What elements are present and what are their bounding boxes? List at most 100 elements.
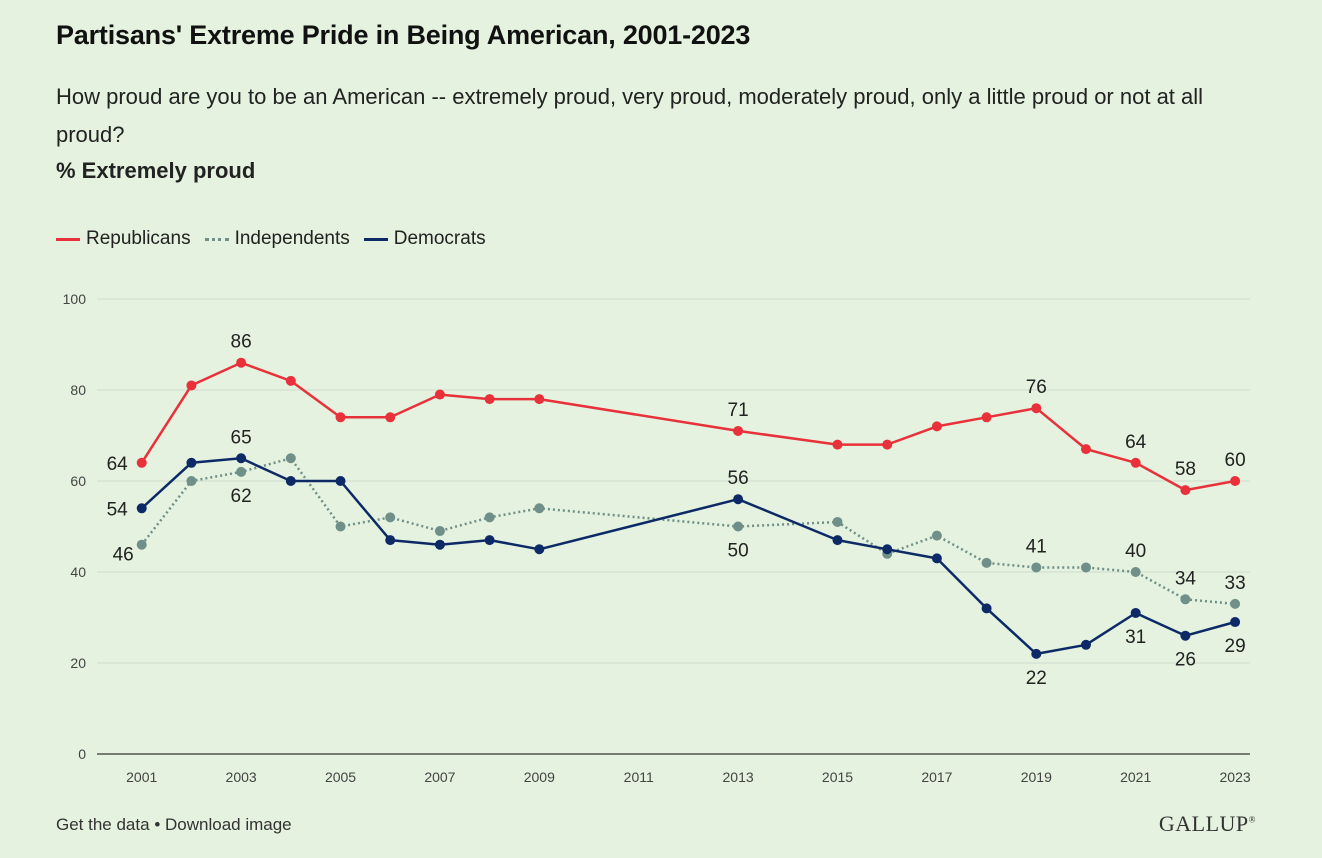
x-tick-label: 2001 xyxy=(126,769,157,785)
x-tick-label: 2011 xyxy=(624,769,654,785)
chart-measure: % Extremely proud xyxy=(56,158,256,183)
data-point-republicans xyxy=(1080,444,1091,455)
data-point-independents xyxy=(1080,562,1091,573)
data-point-republicans xyxy=(1180,485,1191,496)
series-line-democrats xyxy=(140,457,1236,656)
legend-label-independents: Independents xyxy=(234,228,350,249)
data-label-democrats: 54 xyxy=(107,499,129,520)
data-point-independents xyxy=(136,539,147,550)
data-point-republicans xyxy=(335,412,346,423)
data-label-independents: 40 xyxy=(1125,541,1146,562)
data-point-independents xyxy=(434,526,445,537)
legend-item-republicans[interactable]: Republicans xyxy=(56,228,191,250)
data-label-democrats: 56 xyxy=(728,468,749,489)
data-point-democrats xyxy=(882,544,893,555)
data-label-democrats: 26 xyxy=(1175,650,1196,671)
x-tick-label: 2019 xyxy=(1021,769,1052,785)
data-point-independents xyxy=(931,530,942,541)
data-point-democrats xyxy=(385,535,396,546)
data-point-republicans xyxy=(1031,403,1042,414)
data-point-republicans xyxy=(882,439,893,450)
data-point-democrats xyxy=(1080,639,1091,650)
legend-label-republicans: Republicans xyxy=(86,228,191,249)
footer-links: Get the data • Download image xyxy=(56,815,292,835)
chart-question: How proud are you to be an American -- e… xyxy=(56,84,1204,147)
gallup-logo: GALLUP® xyxy=(1159,811,1256,837)
registered-mark: ® xyxy=(1248,814,1256,825)
y-tick-label: 60 xyxy=(70,473,86,489)
data-point-democrats xyxy=(236,453,247,464)
legend-swatch-republicans xyxy=(56,237,80,241)
data-point-republicans xyxy=(1130,457,1141,468)
data-point-independents xyxy=(285,453,296,464)
data-point-independents xyxy=(534,503,545,514)
data-label-independents: 33 xyxy=(1225,573,1246,594)
download-image-link[interactable]: Download image xyxy=(165,815,292,834)
data-point-democrats xyxy=(534,544,545,555)
data-point-independents xyxy=(236,466,247,477)
y-tick-label: 40 xyxy=(70,564,86,580)
legend-item-independents[interactable]: Independents xyxy=(204,228,350,250)
data-label-republicans: 60 xyxy=(1225,450,1246,471)
data-point-democrats xyxy=(1031,648,1042,659)
x-tick-label: 2009 xyxy=(524,769,555,785)
data-label-independents: 34 xyxy=(1175,568,1197,589)
y-tick-label: 20 xyxy=(70,655,86,671)
data-point-independents xyxy=(1180,594,1191,605)
data-point-independents xyxy=(733,521,744,532)
legend-swatch-independents xyxy=(204,237,229,241)
data-point-democrats xyxy=(285,476,296,486)
data-point-republicans xyxy=(285,375,296,386)
data-point-independents xyxy=(1130,567,1141,577)
data-point-independents xyxy=(981,557,992,568)
data-label-republicans: 76 xyxy=(1026,377,1047,398)
data-point-democrats xyxy=(186,457,197,468)
data-point-democrats xyxy=(733,494,744,505)
data-point-independents xyxy=(832,516,843,527)
data-label-democrats: 29 xyxy=(1225,636,1246,657)
chart-legend: Republicans Independents Democrats xyxy=(56,228,500,250)
data-point-independents xyxy=(335,521,346,532)
data-label-independents: 41 xyxy=(1026,536,1047,557)
data-point-independents xyxy=(1230,598,1241,609)
data-point-democrats xyxy=(981,603,992,614)
data-point-republicans xyxy=(733,425,744,436)
x-tick-label: 2017 xyxy=(921,769,952,785)
data-point-republicans xyxy=(236,357,247,368)
data-point-democrats xyxy=(484,535,495,546)
chart-title: Partisans' Extreme Pride in Being Americ… xyxy=(56,20,751,50)
data-point-independents xyxy=(186,476,197,486)
x-tick-label: 2003 xyxy=(226,769,257,785)
data-point-republicans xyxy=(385,412,396,423)
x-tick-label: 2007 xyxy=(424,769,455,785)
series-line-republicans xyxy=(140,361,1236,492)
get-data-link[interactable]: Get the data xyxy=(56,815,150,834)
data-point-democrats xyxy=(136,503,147,514)
x-tick-label: 2005 xyxy=(325,769,356,785)
data-point-republicans xyxy=(931,421,942,432)
data-point-democrats xyxy=(335,476,346,486)
legend-label-democrats: Democrats xyxy=(393,228,486,249)
data-point-independents xyxy=(385,512,396,523)
y-tick-label: 100 xyxy=(63,291,87,307)
data-label-republicans: 58 xyxy=(1175,459,1196,480)
legend-item-democrats[interactable]: Democrats xyxy=(363,228,486,250)
x-tick-label: 2023 xyxy=(1220,769,1251,785)
data-label-independents: 62 xyxy=(231,486,252,507)
data-point-independents xyxy=(484,512,495,523)
data-label-democrats: 65 xyxy=(231,427,252,448)
data-point-republicans xyxy=(832,439,843,450)
data-label-republicans: 86 xyxy=(231,332,252,353)
data-point-republicans xyxy=(484,394,495,405)
data-label-republicans: 71 xyxy=(728,400,749,421)
line-chart: 0 20 40 60 80 100 2001 2003 2005 2007 2009 2011 2013… xyxy=(63,291,1251,785)
data-point-democrats xyxy=(832,535,843,546)
data-point-democrats xyxy=(434,539,445,550)
data-point-democrats xyxy=(1230,617,1241,628)
x-tick-label: 2015 xyxy=(822,769,853,785)
data-label-independents: 50 xyxy=(728,541,749,562)
y-tick-label: 0 xyxy=(78,746,86,762)
y-tick-label: 80 xyxy=(70,382,86,398)
data-point-republicans xyxy=(1230,476,1241,486)
gallup-logo-text: GALLUP xyxy=(1158,811,1249,836)
